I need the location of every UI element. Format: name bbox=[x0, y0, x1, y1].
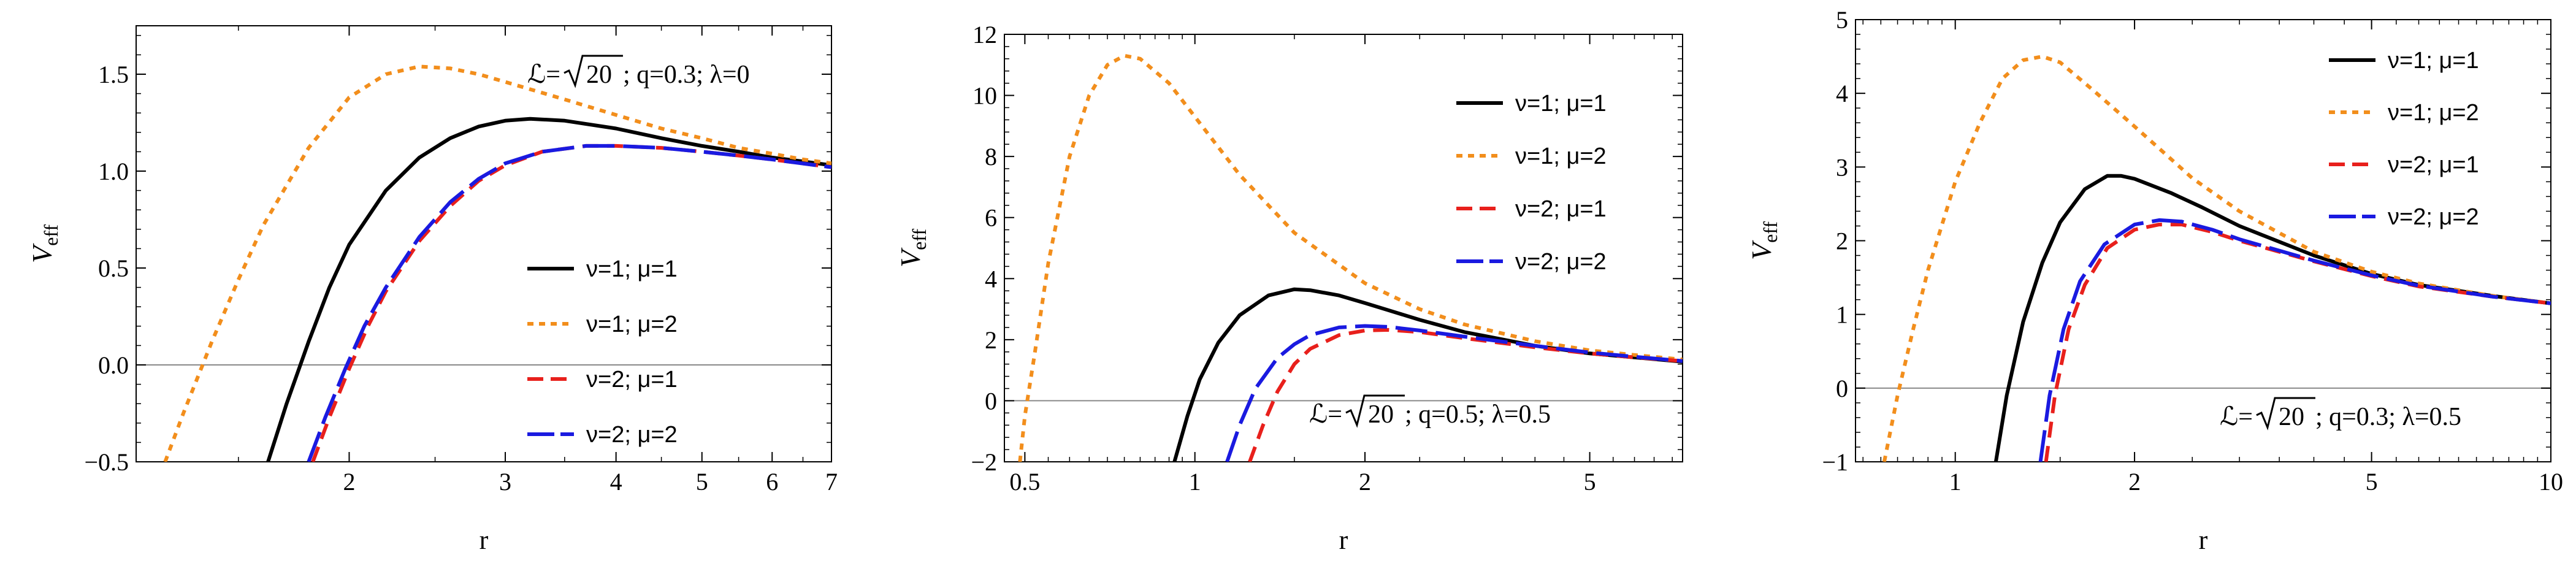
x-tick-label: 1 bbox=[1949, 468, 1962, 496]
x-axis-label: r bbox=[2199, 525, 2208, 555]
legend: ν=1; μ=1 ν=1; μ=2 ν=2; μ=1 ν=2; μ=2 bbox=[527, 256, 678, 448]
legend: ν=1; μ=1 ν=1; μ=2 ν=2; μ=1 ν=2; μ=2 bbox=[1456, 91, 1607, 275]
plot-frame bbox=[1004, 34, 1683, 462]
legend-label: ν=1; μ=2 bbox=[2388, 100, 2479, 126]
x-tick-label: 10 bbox=[2539, 468, 2563, 496]
legend-label: ν=1; μ=1 bbox=[2388, 48, 2479, 74]
y-tick-label: 3 bbox=[1836, 153, 1848, 181]
parameter-annotation: ℒ= 20 ; q=0.3; λ=0 bbox=[527, 55, 750, 89]
x-tick-label: 6 bbox=[766, 468, 778, 496]
legend-label: ν=1; μ=1 bbox=[586, 256, 678, 282]
parameter-annotation: ℒ= 20 ; q=0.3; λ=0.5 bbox=[2220, 397, 2461, 431]
y-tick-label: 0 bbox=[985, 387, 997, 415]
y-tick-label: 0.5 bbox=[98, 255, 129, 282]
series-line-4 bbox=[2038, 218, 2551, 462]
y-axis-label: Veff bbox=[1746, 221, 1781, 260]
y-tick-label: −2 bbox=[971, 448, 997, 476]
legend-label: ν=1; μ=1 bbox=[1515, 91, 1607, 117]
x-tick-label: 4 bbox=[610, 468, 622, 496]
annotation-radicand: 20 bbox=[586, 61, 612, 89]
x-tick-label: 7 bbox=[825, 468, 838, 496]
sqrt-icon bbox=[1345, 394, 1405, 428]
x-tick-label: 2 bbox=[1359, 468, 1371, 496]
y-tick-label: 2 bbox=[1836, 228, 1848, 255]
legend-label: ν=1; μ=2 bbox=[586, 312, 678, 337]
series-line-3 bbox=[1248, 327, 1683, 462]
sqrt-icon bbox=[2256, 397, 2315, 431]
annotation-radicand: 20 bbox=[2279, 403, 2304, 431]
series-line-1 bbox=[1172, 287, 1683, 462]
parameter-annotation: ℒ= 20 ; q=0.5; λ=0.5 bbox=[1309, 394, 1551, 429]
x-tick-label: 0.5 bbox=[1009, 468, 1040, 496]
x-axis-label: r bbox=[480, 525, 489, 555]
y-tick-label: 12 bbox=[973, 21, 997, 48]
annotation-radicand: 20 bbox=[1368, 400, 1394, 429]
series-line-3 bbox=[311, 144, 831, 462]
annotation-params: ; q=0.3; λ=0 bbox=[623, 61, 750, 89]
series-line-4 bbox=[307, 144, 831, 462]
legend-label: ν=2; μ=2 bbox=[1515, 249, 1607, 275]
series-line-4 bbox=[1225, 324, 1683, 462]
x-tick-label: 5 bbox=[696, 468, 708, 496]
y-tick-label: 4 bbox=[1836, 80, 1848, 107]
y-tick-label: 4 bbox=[985, 265, 997, 293]
y-tick-label: 8 bbox=[985, 143, 997, 170]
series-line-2 bbox=[163, 64, 831, 462]
y-tick-label: 1.5 bbox=[98, 61, 129, 88]
legend-label: ν=2; μ=1 bbox=[2388, 152, 2479, 178]
sqrt-icon bbox=[564, 55, 623, 88]
legend-label: ν=2; μ=1 bbox=[1515, 196, 1607, 222]
x-tick-label: 5 bbox=[1584, 468, 1596, 496]
y-tick-label: 1 bbox=[1836, 301, 1848, 329]
annotation-prefix: ℒ= bbox=[2220, 403, 2253, 431]
x-tick-label: 2 bbox=[343, 468, 355, 496]
y-tick-label: 5 bbox=[1836, 6, 1848, 34]
annotation-params: ; q=0.3; λ=0.5 bbox=[2315, 403, 2461, 431]
series-line-2 bbox=[1882, 55, 2551, 462]
legend-label: ν=2; μ=1 bbox=[586, 367, 678, 393]
y-tick-label: 10 bbox=[973, 82, 997, 110]
y-axis-label: Veff bbox=[895, 229, 930, 267]
plot-frame bbox=[136, 25, 832, 462]
x-tick-label: 2 bbox=[2128, 468, 2141, 496]
legend: ν=1; μ=1 ν=1; μ=2 ν=2; μ=1 ν=2; μ=2 bbox=[2329, 48, 2479, 230]
y-tick-label: 0.0 bbox=[98, 351, 129, 379]
x-tick-label: 1 bbox=[1189, 468, 1201, 496]
x-tick-label: 3 bbox=[499, 468, 511, 496]
plot-frame bbox=[1855, 19, 2551, 462]
y-tick-label: 1.0 bbox=[98, 158, 129, 185]
annotation-prefix: ℒ= bbox=[527, 61, 560, 89]
y-tick-label: −1 bbox=[1822, 448, 1848, 476]
series-line-3 bbox=[2044, 223, 2551, 462]
legend-label: ν=2; μ=2 bbox=[2388, 204, 2479, 230]
y-tick-label: 0 bbox=[1836, 375, 1848, 402]
legend-label: ν=1; μ=2 bbox=[1515, 144, 1607, 169]
series-line-1 bbox=[266, 117, 831, 462]
x-axis-label: r bbox=[1339, 525, 1348, 555]
chart-panel-3: −1 0 1 2 3 4 5 1 2 5 10 r Veff ν=1; μ=1 ν=1; μ=2 ν=2; μ… bbox=[1746, 6, 2563, 555]
y-axis-label: Veff bbox=[26, 224, 62, 263]
x-tick-label: 5 bbox=[2366, 468, 2378, 496]
y-tick-label: 2 bbox=[985, 326, 997, 354]
annotation-prefix: ℒ= bbox=[1309, 400, 1342, 429]
legend-label: ν=2; μ=2 bbox=[586, 422, 678, 448]
y-tick-label: 6 bbox=[985, 204, 997, 232]
series-line-2 bbox=[1018, 53, 1683, 462]
annotation-params: ; q=0.5; λ=0.5 bbox=[1405, 400, 1551, 429]
y-tick-label: −0.5 bbox=[84, 448, 129, 476]
